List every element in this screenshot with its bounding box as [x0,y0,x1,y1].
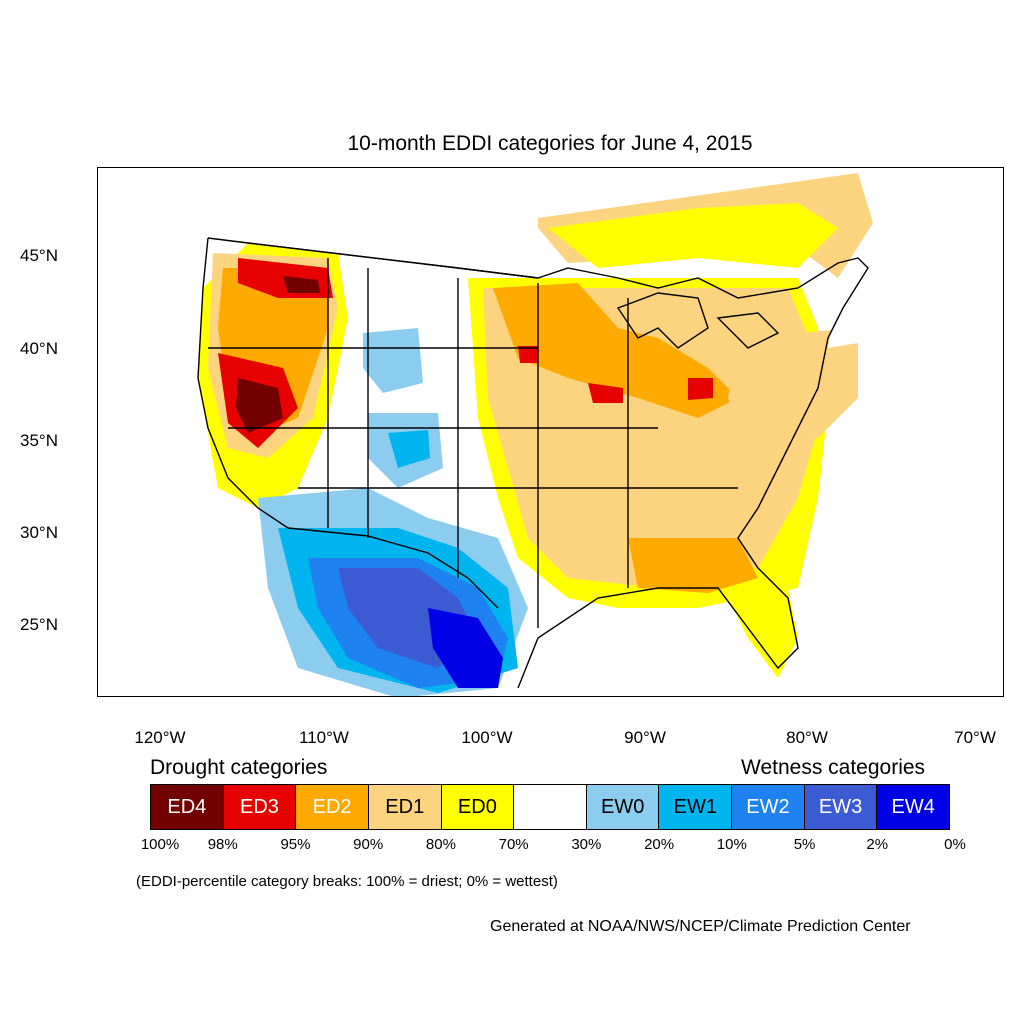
region-colorado-ew1 [388,430,430,468]
lat-label-45: 45°N [20,246,58,265]
legend-break-label: 100% [140,836,180,853]
border-mexico [287,527,499,609]
legend-cell-ew2: EW2 [732,785,805,829]
legend-cell-ed1: ED1 [368,785,442,829]
legend-break-label: 20% [644,836,675,853]
lon-label-90: 90°W [624,728,666,747]
legend-break-label: 10% [716,836,747,853]
region-northeast-white [828,218,938,348]
legend-cell-ew4: EW4 [877,785,950,829]
lon-label-70: 70°W [954,728,996,747]
legend-break-label: 2% [866,836,889,853]
legend-cell-ed3: ED3 [223,785,297,829]
credit-text: Generated at NOAA/NWS/NCEP/Climate Predi… [490,918,911,935]
region-nevada-ed4 [236,378,283,433]
region-southeast-ed2 [628,538,758,593]
eddi-map [197,173,938,696]
lon-label-110: 110°W [299,728,349,747]
legend-break-label: 0% [944,836,966,853]
category-regions [198,173,938,696]
region-canada-ed0 [548,203,838,268]
legend-colorbar: ED4 ED3 ED2 ED1 ED0 EW0 EW1 EW2 EW3 EW4 [150,784,950,830]
legend-cell-ed2: ED2 [296,785,369,829]
legend-break-label: 70% [498,836,529,853]
lat-label-35: 35°N [20,431,58,450]
legend-break-label: 80% [425,836,456,853]
border-canada [247,242,539,279]
region-southwest-ew4 [428,608,503,688]
region-northeast-ed1 [728,328,858,448]
wetness-heading: Wetness categories [741,756,926,779]
legend-cell-neutral [514,785,587,829]
us-west-coast [197,237,289,529]
map-title: 10-month EDDI categories for June 4, 201… [347,132,753,155]
lat-label-30: 30°N [20,523,58,542]
lon-label-80: 80°W [786,728,828,747]
legend-cell-ew1: EW1 [659,785,733,829]
legend-cell-ew3: EW3 [804,785,878,829]
legend-break-label: 90% [353,836,384,853]
region-midwest-ed3-c [518,346,538,363]
region-rockies-ew0 [363,328,423,393]
lat-label-40: 40°N [20,339,58,358]
region-midwest-ed3-a [588,383,623,403]
legend-cell-ew0: EW0 [586,785,660,829]
region-central-ed2 [493,283,738,418]
lon-label-120: 120°W [134,728,186,747]
great-lakes [616,292,780,349]
legend-cell-ed4: ED4 [151,785,224,829]
map-panel [97,167,1004,697]
legend-break-label: 95% [280,836,311,853]
region-midwest-ed3-b [688,378,713,400]
drought-heading: Drought categories [150,756,328,779]
category-note: (EDDI-percentile category breaks: 100% =… [136,873,558,890]
region-florida-ed0 [728,588,798,678]
boundaries [197,237,869,689]
region-oregon-ed4 [283,276,320,293]
legend-break-label: 98% [207,836,238,853]
legend-cell-ed0: ED0 [441,785,515,829]
lat-label-25: 25°N [20,615,58,634]
us-coastline [207,237,869,689]
legend-break-label: 30% [571,836,602,853]
legend-break-label: 5% [793,836,816,853]
lon-label-100: 100°W [461,728,513,747]
